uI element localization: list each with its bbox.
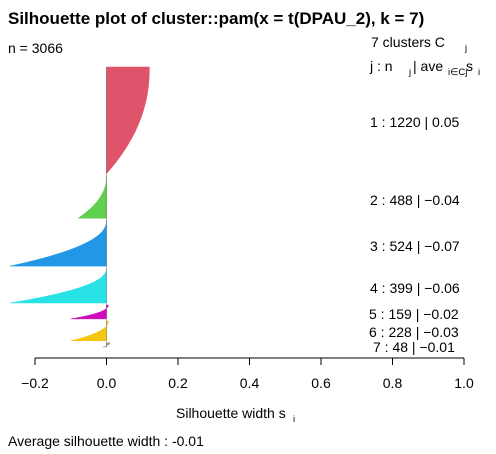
- average-silhouette-width: Average silhouette width : -0.01: [8, 433, 204, 449]
- x-tick-label: 0.0: [97, 375, 117, 391]
- header-ave: | ave: [413, 58, 443, 74]
- cluster-labels: 1 : 1220 | 0.05 2 : 488 | −0.04 3 : 524 | …: [369, 114, 460, 355]
- header-ave-sub: i∈Cj: [448, 67, 467, 78]
- cluster-label-6: 6 : 228 | −0.03: [369, 324, 459, 340]
- cluster-label-4: 4 : 399 | −0.06: [370, 280, 460, 296]
- n-label: n = 3066: [8, 40, 63, 56]
- header-j-n-sub: j: [408, 67, 411, 78]
- header-clusters: 7 clusters C j: [371, 34, 467, 54]
- silhouette-bar-cluster-2: [77, 175, 107, 219]
- silhouette-bar-cluster-5: [70, 304, 109, 320]
- x-axis-ticks: −0.2 0.0 0.2 0.4 0.6 0.8 1.0: [21, 358, 474, 391]
- silhouette-bar-cluster-3: [9, 220, 107, 267]
- x-tick-label: 1.0: [454, 375, 474, 391]
- header-s: s: [466, 58, 473, 74]
- cluster-label-7: 7 : 48 | −0.01: [373, 339, 455, 355]
- silhouette-bar-cluster-1: [106, 66, 150, 175]
- x-axis-title: Silhouette width s i: [176, 405, 295, 425]
- x-tick-label: 0.6: [311, 375, 331, 391]
- silhouette-bar-cluster-6: [70, 320, 109, 342]
- silhouette-bars: [9, 66, 150, 348]
- header-columns: j : n j | ave i∈Cj s i: [369, 58, 480, 78]
- x-tick-label: −0.2: [21, 375, 49, 391]
- silhouette-bar-cluster-4: [9, 268, 107, 304]
- cluster-label-3: 3 : 524 | −0.07: [370, 238, 460, 254]
- header-clusters-label: 7 clusters C: [371, 34, 445, 50]
- header-s-sub: i: [478, 67, 480, 78]
- x-tick-label: 0.4: [240, 375, 260, 391]
- cluster-label-1: 1 : 1220 | 0.05: [370, 114, 459, 130]
- cluster-label-5: 5 : 159 | −0.02: [369, 306, 459, 322]
- x-axis-label-sub: i: [293, 414, 295, 425]
- x-tick-label: 0.8: [383, 375, 403, 391]
- header-clusters-sub: j: [464, 43, 467, 54]
- x-tick-label: 0.2: [168, 375, 188, 391]
- x-axis-label: Silhouette width s: [176, 405, 286, 421]
- header-j-n: j : n: [369, 58, 393, 74]
- chart-title: Silhouette plot of cluster::pam(x = t(DP…: [8, 9, 424, 28]
- cluster-label-2: 2 : 488 | −0.04: [370, 192, 460, 208]
